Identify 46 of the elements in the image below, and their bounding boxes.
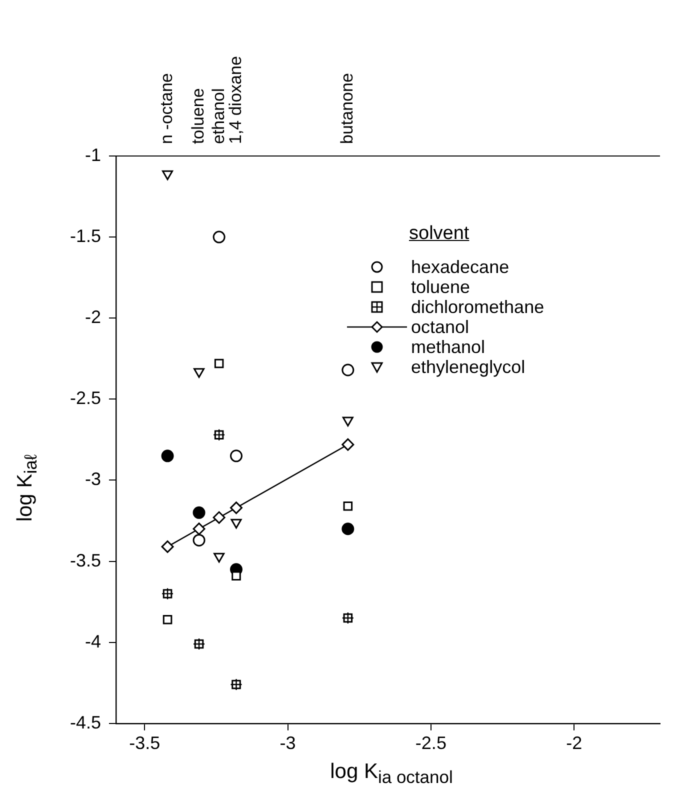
- point: [214, 358, 224, 368]
- point: [162, 615, 172, 624]
- y-tick-label: -2: [84, 307, 101, 328]
- y-tick-label: -1: [84, 144, 101, 165]
- point: [230, 450, 243, 462]
- point: [342, 522, 354, 536]
- x-tick-label: -3.5: [129, 733, 160, 754]
- point: [230, 502, 243, 514]
- y-tick-label: -4: [84, 631, 101, 652]
- legend-title: solvent: [409, 223, 470, 245]
- point: [214, 552, 225, 563]
- point: [161, 450, 174, 462]
- legend-label: toluene: [411, 276, 470, 298]
- text: n -octane: [157, 73, 176, 144]
- text: 1,4 dioxane: [226, 56, 245, 144]
- point: [232, 571, 241, 581]
- x-tick-label: -3: [280, 733, 296, 754]
- point: [212, 230, 226, 244]
- point: [162, 170, 174, 180]
- y-tick-label: -1.5: [70, 226, 101, 246]
- y-tick-label: -4.5: [70, 712, 101, 732]
- x-tick-label: -2.5: [415, 733, 446, 754]
- x-axis-title: log K$_{ia octanol}$: [329, 760, 454, 788]
- point: [194, 368, 205, 378]
- y-tick-label: -3.5: [70, 550, 101, 570]
- text: butanone: [338, 73, 357, 144]
- legend-label: ethyleneglycol: [411, 356, 526, 378]
- point: [212, 511, 226, 524]
- legend-label: dichloromethane: [411, 296, 544, 318]
- point: [161, 540, 174, 553]
- text: toluene: [188, 88, 208, 144]
- y-tick-label: -2.5: [70, 388, 101, 408]
- text: ethanol: [208, 88, 228, 144]
- point: [342, 364, 354, 376]
- x-tick-label: -2: [566, 733, 582, 754]
- point: [230, 518, 242, 529]
- point: [192, 506, 206, 519]
- point: [192, 534, 206, 546]
- legend-label: hexadecane: [411, 256, 510, 278]
- point: [342, 438, 354, 451]
- legend-label: octanol: [411, 316, 470, 338]
- y-tick-label: -3: [84, 469, 101, 490]
- legend-label: methanol: [411, 336, 486, 358]
- point: [342, 416, 354, 426]
- point: [343, 502, 353, 511]
- point: [192, 522, 206, 536]
